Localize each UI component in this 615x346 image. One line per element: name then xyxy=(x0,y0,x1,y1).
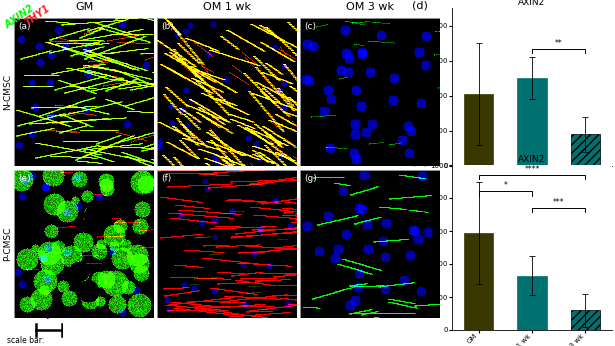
Text: N-CMSC: N-CMSC xyxy=(515,258,549,267)
Y-axis label: Intensity of Fluorescence: Intensity of Fluorescence xyxy=(424,208,429,287)
Text: (h): (h) xyxy=(412,157,428,167)
Text: (d): (d) xyxy=(412,0,428,10)
Text: scale bar:: scale bar: xyxy=(7,336,45,345)
Text: (a): (a) xyxy=(18,22,31,31)
Bar xyxy=(517,275,547,330)
Text: (e): (e) xyxy=(18,174,31,183)
Text: OM 3 wk: OM 3 wk xyxy=(346,2,394,12)
Text: N-CMSC: N-CMSC xyxy=(3,74,12,110)
Bar xyxy=(464,233,493,330)
Y-axis label: Intensity of Fluorescence: Intensity of Fluorescence xyxy=(428,47,433,127)
Text: (b): (b) xyxy=(161,22,174,31)
Bar xyxy=(571,134,600,166)
Text: **: ** xyxy=(555,39,563,48)
Text: 40μm: 40μm xyxy=(37,310,61,319)
Text: ***: *** xyxy=(553,198,565,207)
Bar xyxy=(571,310,600,330)
Text: (c): (c) xyxy=(304,22,316,31)
Bar xyxy=(517,78,547,166)
Text: P-CMSC: P-CMSC xyxy=(3,227,12,261)
Text: (g): (g) xyxy=(304,174,317,183)
Text: AXIN2: AXIN2 xyxy=(3,3,36,31)
Text: (f): (f) xyxy=(161,174,172,183)
Title: AXIN2: AXIN2 xyxy=(518,0,546,7)
Text: THY1: THY1 xyxy=(23,3,52,28)
Title: AXIN2: AXIN2 xyxy=(518,155,546,164)
Text: *: * xyxy=(504,181,507,190)
Text: ****: **** xyxy=(524,165,540,174)
Text: GM: GM xyxy=(75,2,93,12)
Bar xyxy=(464,94,493,166)
Text: OM 1 wk: OM 1 wk xyxy=(203,2,251,12)
